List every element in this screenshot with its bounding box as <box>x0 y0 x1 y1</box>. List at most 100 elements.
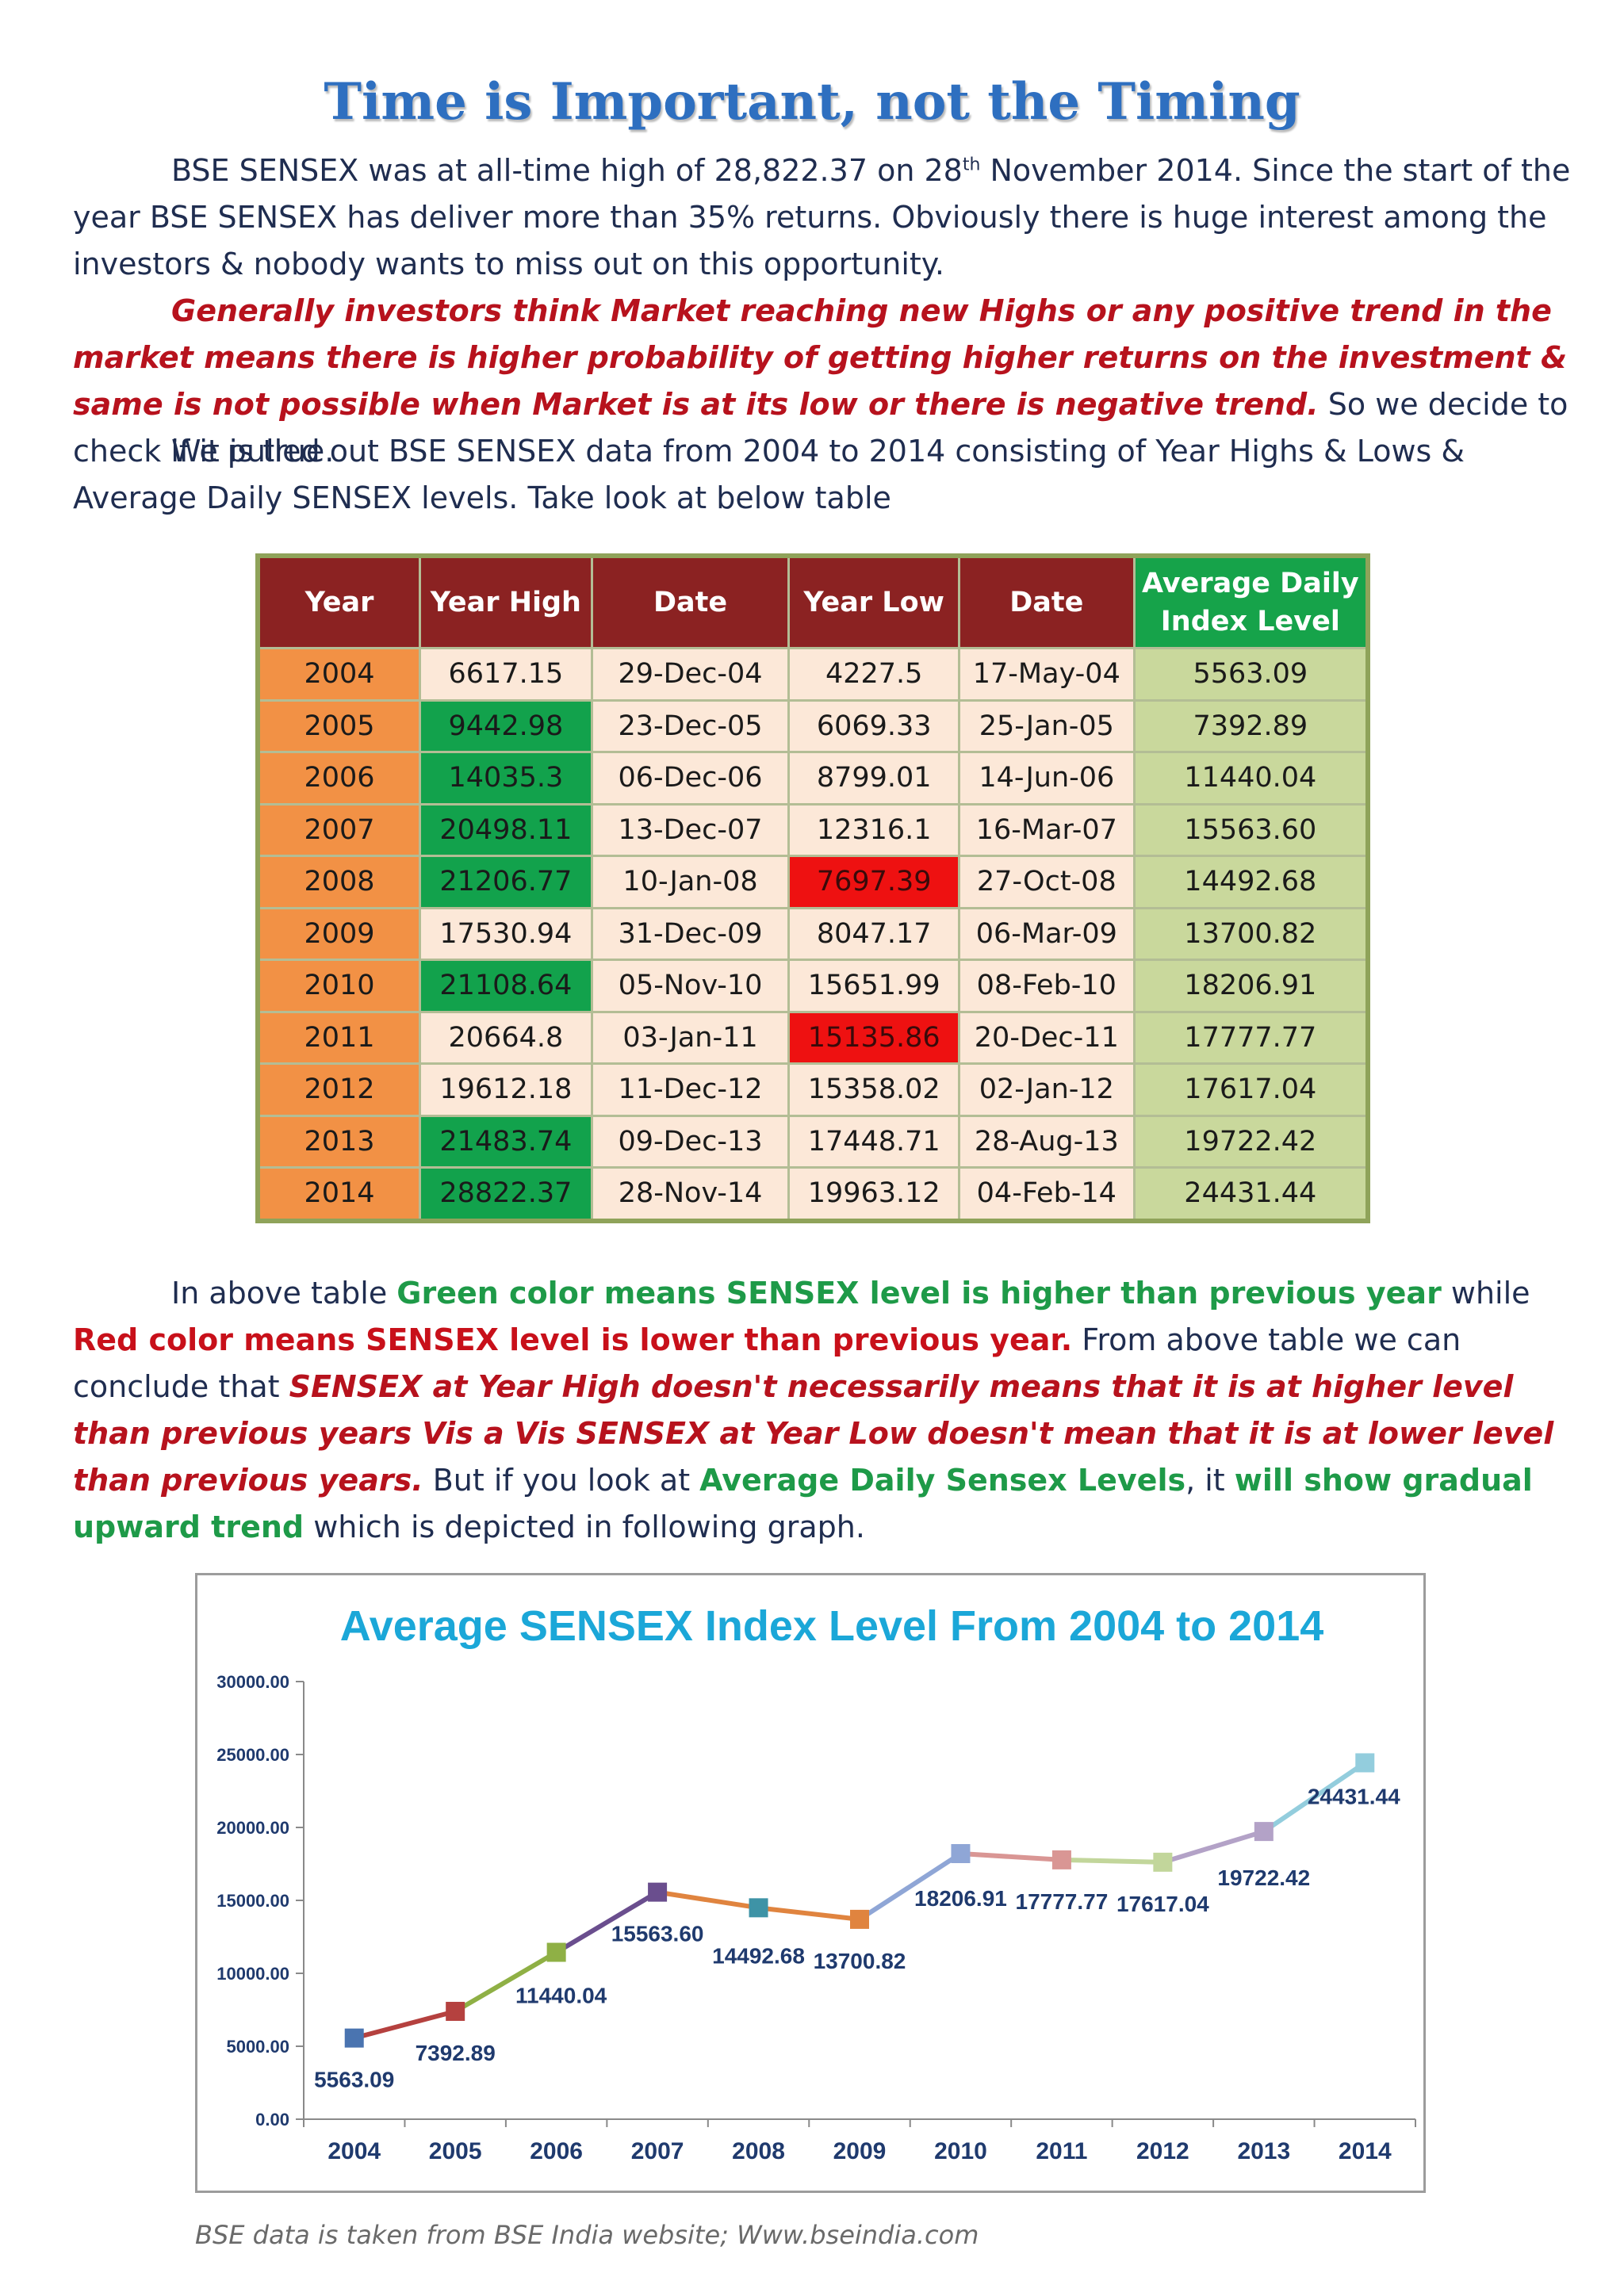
cell-year: 2009 <box>256 906 422 961</box>
cell-year-low: 15358.02 <box>787 1062 960 1117</box>
y-tick-label: 15000.00 <box>216 1891 289 1911</box>
cell-year: 2014 <box>256 1166 422 1222</box>
cell-year-high: 14035.3 <box>419 751 593 806</box>
series-line-segment <box>1160 1829 1266 1865</box>
data-point-marker <box>1153 1852 1173 1872</box>
cell-year-low: 17448.71 <box>787 1114 960 1169</box>
cell-year-low: 4227.5 <box>787 647 960 702</box>
conclusion-text-1: In above table <box>171 1276 397 1311</box>
cell-low-date: 02-Jan-12 <box>958 1062 1136 1117</box>
data-label: 17777.77 <box>1016 1889 1109 1914</box>
y-tick-label: 5000.00 <box>226 2037 289 2057</box>
cell-year: 2011 <box>256 1010 422 1065</box>
cell-low-date: 14-Jun-06 <box>958 751 1136 806</box>
cell-high-date: 13-Dec-07 <box>590 802 791 857</box>
cell-low-date: 17-May-04 <box>958 647 1136 702</box>
table-body: 2004 6617.15 29-Dec-04 4227.5 17-May-04 5563.… <box>256 647 1369 1222</box>
series-line-segment <box>857 1850 963 1922</box>
cell-high-date: 10-Jan-08 <box>590 855 791 909</box>
data-label: 18206.91 <box>914 1886 1007 1911</box>
green-meaning: Green color means SENSEX level is higher… <box>396 1276 1442 1311</box>
table-row: 2007 20498.11 13-Dec-07 12316.1 16-Mar-07 155… <box>256 802 1369 857</box>
sensex-table: Year Year High Date Year Low Date Averag… <box>255 553 1370 1223</box>
table-row: 2009 17530.94 31-Dec-09 8047.17 06-Mar-09 137… <box>256 906 1369 961</box>
data-label: 15563.60 <box>611 1922 704 1946</box>
belief-highlight: Generally investors think Market reachin… <box>73 293 1568 422</box>
series-line-segment <box>553 1889 661 1955</box>
y-tick-label: 25000.00 <box>216 1745 289 1765</box>
x-tick-label: 2011 <box>1036 2138 1087 2164</box>
series-line-segment <box>453 1950 559 2014</box>
conclusion-highlight: SENSEX at Year High doesn't necessarily … <box>73 1369 1554 1498</box>
cell-year-high: 21108.64 <box>419 959 593 1013</box>
cell-high-date: 11-Dec-12 <box>590 1062 791 1117</box>
table-row: 2008 21206.77 10-Jan-08 7697.39 27-Oct-08 144… <box>256 855 1369 909</box>
cell-year-high: 6617.15 <box>419 647 593 702</box>
cell-year: 2013 <box>256 1114 422 1169</box>
table-row: 2013 21483.74 09-Dec-13 17448.71 28-Aug-13 19… <box>256 1114 1369 1169</box>
upward-trend-highlight: will show gradual upward trend <box>73 1463 1533 1544</box>
average-levels-highlight: Average Daily Sensex Levels <box>699 1463 1186 1498</box>
y-tick-label: 20000.00 <box>216 1818 289 1838</box>
cell-average: 18206.91 <box>1132 959 1369 1013</box>
cell-low-date: 04-Feb-14 <box>958 1166 1136 1222</box>
data-point-marker <box>850 1909 869 1929</box>
data-label: 7392.89 <box>416 2041 496 2065</box>
series-line-segment <box>1261 1760 1368 1835</box>
cell-average: 17777.77 <box>1132 1010 1369 1065</box>
data-point-marker <box>344 2028 364 2048</box>
cell-year-high: 21206.77 <box>419 855 593 909</box>
x-tick-label: 2006 <box>530 2138 583 2164</box>
x-tick-label: 2010 <box>934 2138 987 2164</box>
data-label: 19722.42 <box>1217 1866 1310 1890</box>
data-point-marker <box>749 1898 768 1918</box>
cell-year-low: 19963.12 <box>787 1166 960 1222</box>
cell-average: 24431.44 <box>1132 1166 1369 1222</box>
y-tick-label: 30000.00 <box>216 1672 289 1692</box>
table-row: 2004 6617.15 29-Dec-04 4227.5 17-May-04 5563.… <box>256 647 1369 702</box>
conclusion-text-6: which is depicted in following graph. <box>304 1510 865 1544</box>
data-point-marker <box>1254 1822 1274 1842</box>
series-line-segment <box>958 1850 1064 1862</box>
cell-high-date: 31-Dec-09 <box>590 906 791 961</box>
cell-year-high: 28822.37 <box>419 1166 593 1222</box>
cell-year: 2010 <box>256 959 422 1013</box>
x-tick-label: 2009 <box>833 2138 887 2164</box>
conclusion-text-3: From above table we can conclude that <box>73 1322 1461 1404</box>
cell-average: 5563.09 <box>1132 647 1369 702</box>
table-row: 2014 28822.37 28-Nov-14 19963.12 04-Feb-14 24… <box>256 1166 1369 1222</box>
header-low-date: Date <box>958 554 1136 649</box>
table-row: 2010 21108.64 05-Nov-10 15651.99 08-Feb-10 18… <box>256 959 1369 1013</box>
conclusion-paragraph: In above table Green color means SENSEX … <box>73 1270 1595 1551</box>
table-row: 2006 14035.3 06-Dec-06 8799.01 14-Jun-06 1144… <box>256 751 1369 806</box>
cell-low-date: 16-Mar-07 <box>958 802 1136 857</box>
cell-high-date: 03-Jan-11 <box>590 1010 791 1065</box>
y-tick-label: 0.00 <box>255 2110 289 2130</box>
cell-year: 2007 <box>256 802 422 857</box>
cell-average: 7392.89 <box>1132 698 1369 753</box>
data-point-marker <box>1051 1850 1071 1869</box>
data-label: 13700.82 <box>814 1949 906 1973</box>
belief-paragraph: Generally investors think Market reachin… <box>73 288 1595 475</box>
intro-superscript: th <box>962 155 981 175</box>
method-paragraph: We pulled out BSE SENSEX data from 2004 … <box>73 428 1595 522</box>
cell-high-date: 06-Dec-06 <box>590 751 791 806</box>
cell-high-date: 23-Dec-05 <box>590 698 791 753</box>
cell-year-low: 12316.1 <box>787 802 960 857</box>
conclusion-text-4: But if you look at <box>423 1463 700 1498</box>
cell-average: 15563.60 <box>1132 802 1369 857</box>
cell-year-high: 9442.98 <box>419 698 593 753</box>
cell-average: 11440.04 <box>1132 751 1369 806</box>
cell-year: 2012 <box>256 1062 422 1117</box>
belief-tail: So we decide to check if it is true. <box>73 387 1568 469</box>
cell-high-date: 29-Dec-04 <box>590 647 791 702</box>
table-row: 2012 19612.18 11-Dec-12 15358.02 02-Jan-12 17… <box>256 1062 1369 1117</box>
cell-low-date: 20-Dec-11 <box>958 1010 1136 1065</box>
series-line-segment <box>351 2008 458 2041</box>
cell-average: 17617.04 <box>1132 1062 1369 1117</box>
cell-high-date: 09-Dec-13 <box>590 1114 791 1169</box>
cell-year-high: 21483.74 <box>419 1114 593 1169</box>
cell-average: 13700.82 <box>1132 906 1369 961</box>
cell-low-date: 27-Oct-08 <box>958 855 1136 909</box>
source-footer: BSE data is taken from BSE India website… <box>195 2220 979 2250</box>
